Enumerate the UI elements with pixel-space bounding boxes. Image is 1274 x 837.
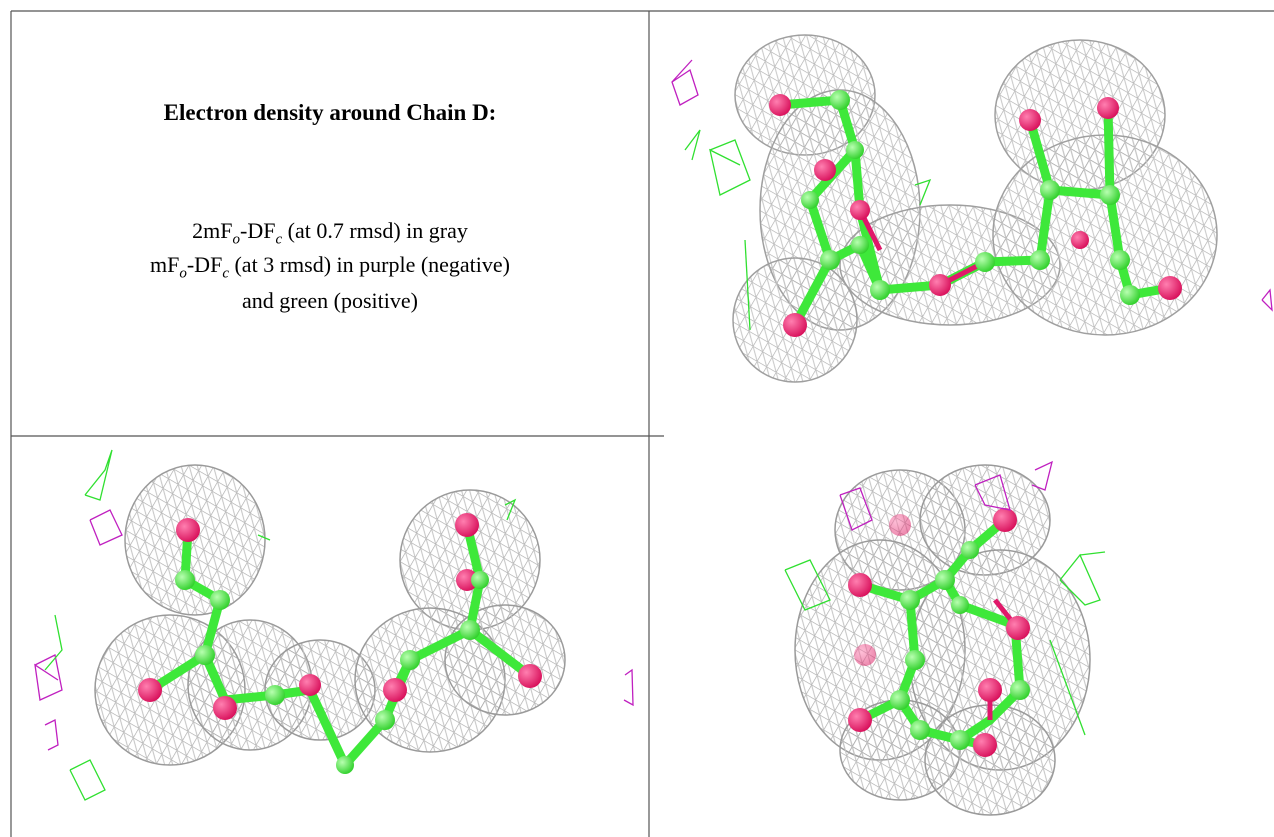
panel-title: Electron density around Chain D:	[12, 100, 648, 126]
caption-text: -DF	[240, 218, 275, 243]
density-panel-2	[35, 450, 633, 800]
figure: Electron density around Chain D: 2mFo-DF…	[0, 0, 1274, 837]
caption-text: (at 0.7 rmsd) in gray	[282, 218, 468, 243]
caption-line: 2mFo-DFc (at 0.7 rmsd) in gray	[12, 218, 648, 248]
caption-subscript: o	[179, 265, 187, 281]
caption-text: -DF	[187, 252, 222, 277]
caption-subscript: o	[233, 231, 241, 247]
caption-text: 2mF	[192, 218, 232, 243]
caption-line: and green (positive)	[12, 288, 648, 314]
caption-subscript: c	[222, 265, 229, 281]
text-cell: Electron density around Chain D: 2mFo-DF…	[12, 12, 648, 435]
density-panel-1	[672, 35, 1272, 382]
caption-text: (at 3 rmsd) in purple (negative)	[229, 252, 510, 277]
caption-text: mF	[150, 252, 179, 277]
density-panel-3	[785, 462, 1105, 815]
caption-line: mFo-DFc (at 3 rmsd) in purple (negative)	[12, 252, 648, 282]
caption-text: and green (positive)	[242, 288, 418, 313]
